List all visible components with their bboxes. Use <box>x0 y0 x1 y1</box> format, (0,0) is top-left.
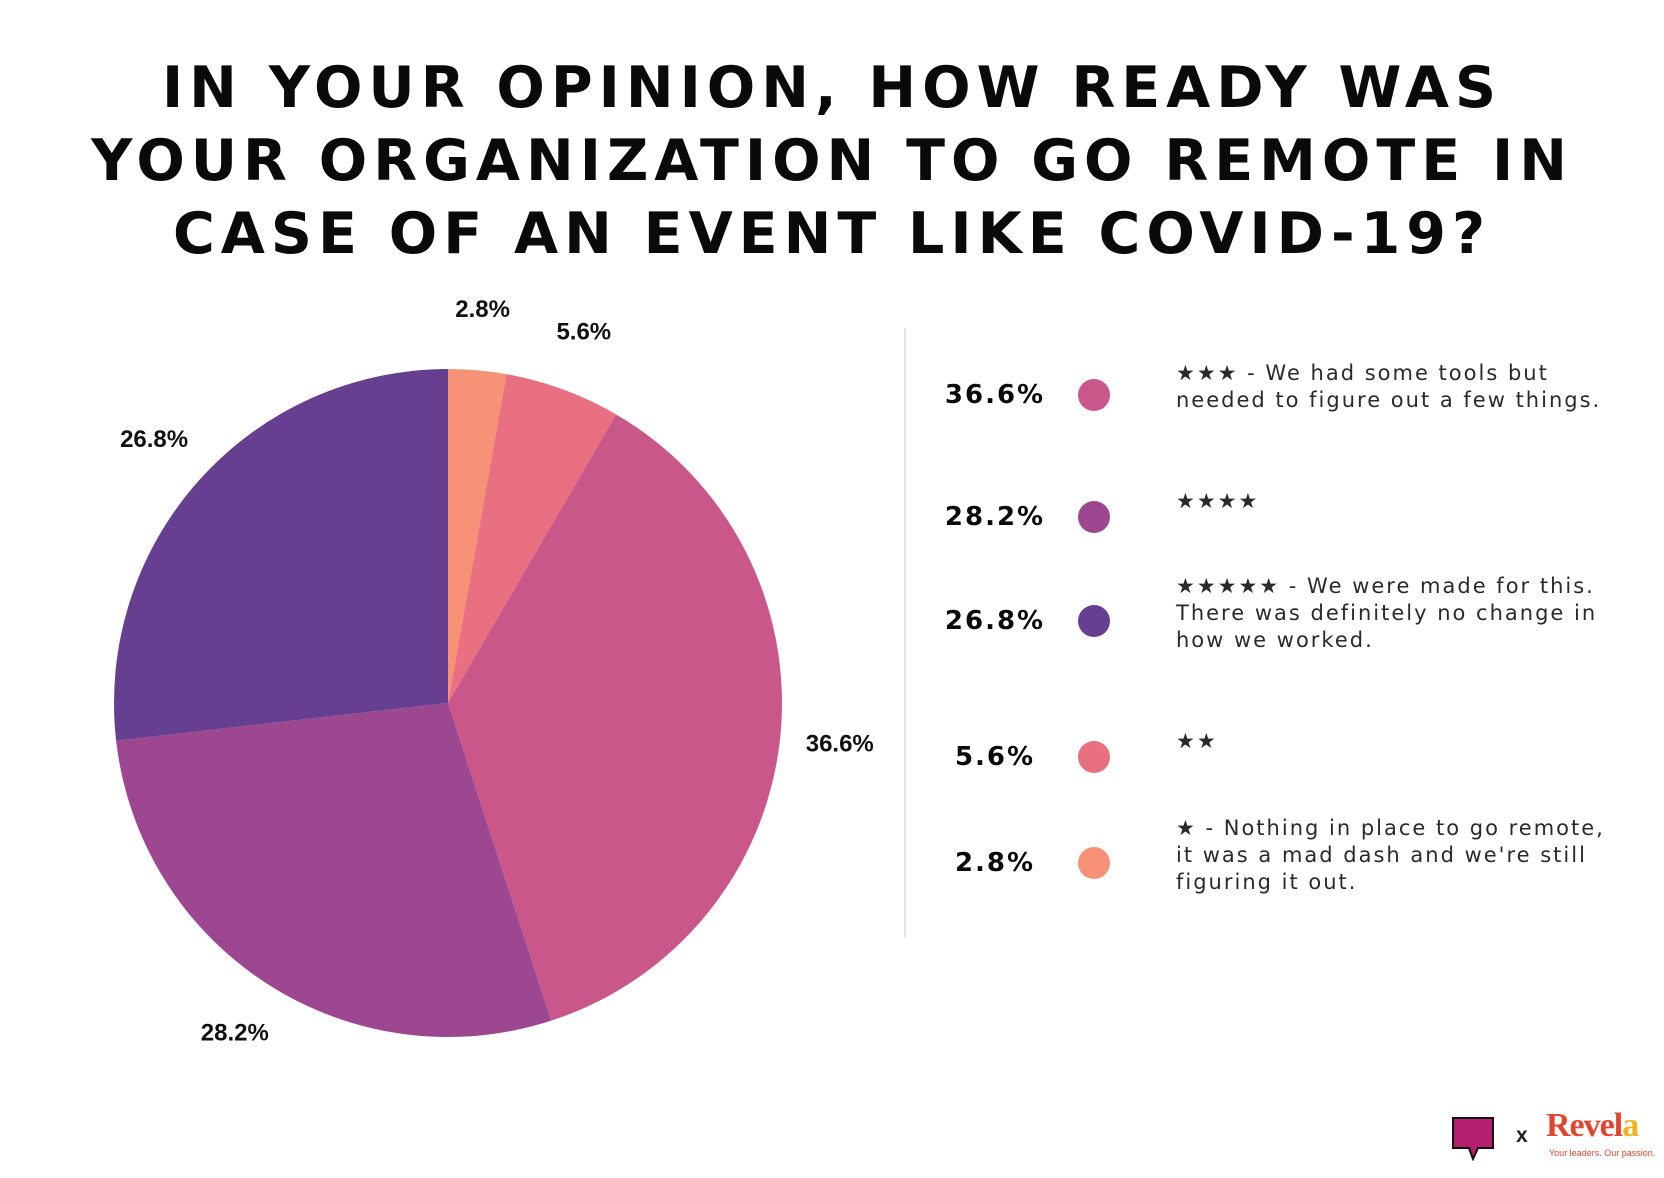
legend-percent: 28.2% <box>944 502 1046 532</box>
revela-logo: Revela <box>1546 1107 1639 1145</box>
legend-description: ★★ <box>1176 729 1218 753</box>
chart-title: IN YOUR OPINION, HOW READY WAS YOUR ORGA… <box>0 52 1664 271</box>
legend-description: ★★★ - We had some tools but needed to fi… <box>1176 361 1602 412</box>
legend-percent: 2.8% <box>954 848 1036 878</box>
revela-logo-accent: a <box>1622 1107 1639 1144</box>
legend-description: ★ - Nothing in place to go remote, it wa… <box>1176 816 1605 894</box>
legend-swatch <box>1078 501 1110 533</box>
title-line-3: CASE OF AN EVENT LIKE COVID-19? <box>172 201 1492 267</box>
pie-slice-label-5: 26.8% <box>120 426 188 453</box>
pie-slice-label-1: 2.8% <box>455 296 510 323</box>
revela-logo-main: Revel <box>1546 1107 1623 1144</box>
pie-slice-5 <box>114 369 448 741</box>
legend-swatch <box>1078 379 1110 411</box>
pie-slice-3 <box>448 414 783 1021</box>
legend-swatch <box>1078 847 1110 879</box>
pie-slice-4 <box>116 703 552 1037</box>
pie-slice-2 <box>448 374 617 703</box>
legend-swatch <box>1078 605 1110 637</box>
legend-description: ★★★★★ - We were made for this. There was… <box>1176 574 1598 652</box>
pie-slice-1 <box>448 369 507 703</box>
pie-slice-label-3: 36.6% <box>806 730 874 757</box>
legend-description: ★★★★ <box>1176 489 1260 513</box>
divider <box>904 328 906 938</box>
legend-percent: 5.6% <box>954 742 1036 772</box>
legend-percent: 26.8% <box>944 606 1046 636</box>
revela-tagline: Your leaders. Our passion. <box>1549 1148 1656 1158</box>
logo-separator: x <box>1516 1124 1528 1147</box>
title-line-1: IN YOUR OPINION, HOW READY WAS <box>161 55 1503 121</box>
legend-swatch <box>1078 741 1110 773</box>
speech-bubble-logo-icon <box>1452 1117 1494 1161</box>
title-line-2: YOUR ORGANIZATION TO GO REMOTE IN <box>91 128 1573 194</box>
pie-slice-label-4: 28.2% <box>201 1020 269 1047</box>
pie-slice-label-2: 5.6% <box>556 318 611 345</box>
legend-percent: 36.6% <box>944 380 1046 410</box>
